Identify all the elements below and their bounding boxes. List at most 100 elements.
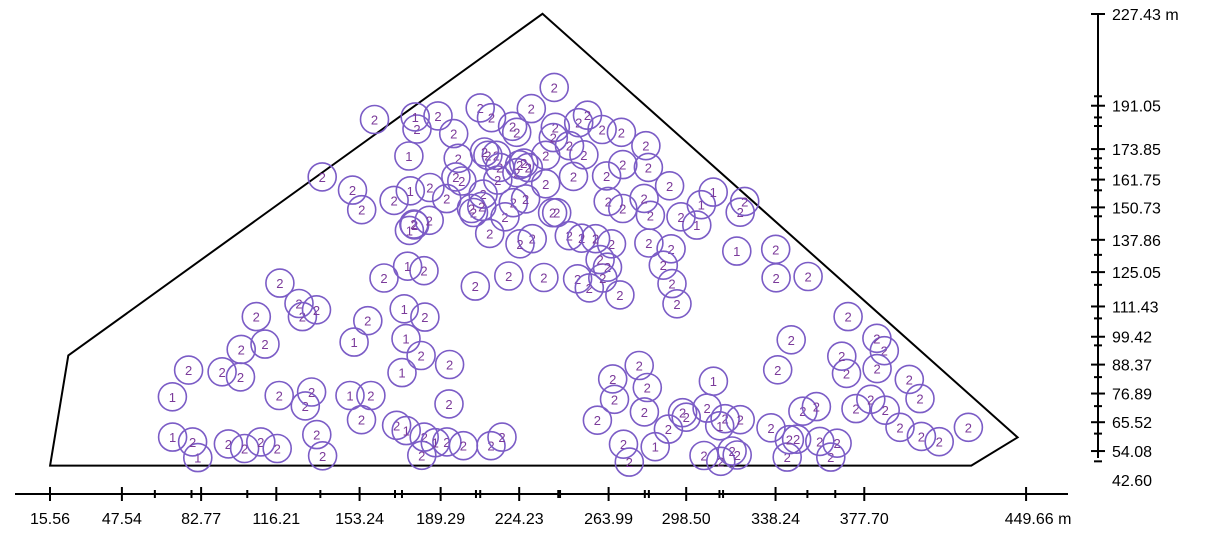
point-marker bbox=[815, 442, 846, 472]
point-label: 2 bbox=[703, 401, 710, 416]
point-label: 2 bbox=[784, 450, 791, 465]
point-marker bbox=[569, 140, 599, 170]
point-label: 2 bbox=[313, 303, 320, 318]
plot-point: 2 bbox=[434, 349, 465, 380]
point-label: 2 bbox=[575, 116, 582, 131]
plot-point: 2 bbox=[423, 101, 453, 131]
plot-point: 2 bbox=[605, 280, 635, 310]
y-tick-label: 76.89 bbox=[1112, 387, 1152, 404]
point-label: 2 bbox=[641, 405, 648, 420]
plot-point: 1 bbox=[420, 427, 451, 458]
plot-point: 2 bbox=[593, 186, 624, 217]
point-marker bbox=[704, 410, 735, 441]
point-marker bbox=[722, 440, 753, 470]
point-marker bbox=[788, 396, 818, 427]
point-marker bbox=[456, 193, 487, 224]
point-label: 2 bbox=[844, 310, 851, 325]
point-marker bbox=[484, 152, 515, 183]
y-tick-label: 191.05 bbox=[1112, 99, 1161, 116]
point-label: 2 bbox=[528, 102, 535, 117]
plot-point: 2 bbox=[558, 161, 589, 192]
point-marker bbox=[894, 364, 925, 395]
point-label: 2 bbox=[299, 310, 306, 325]
point-marker bbox=[173, 355, 204, 385]
point-marker bbox=[487, 422, 517, 452]
point-marker bbox=[671, 402, 702, 433]
plot-point: 2 bbox=[505, 229, 535, 259]
point-label: 2 bbox=[936, 435, 943, 450]
point-marker bbox=[725, 404, 756, 435]
x-tick-label: 449.66 m bbox=[1005, 511, 1072, 528]
plot-point: 2 bbox=[448, 430, 479, 461]
point-marker bbox=[379, 185, 409, 216]
point-marker bbox=[265, 268, 295, 298]
point-marker bbox=[530, 169, 561, 199]
point-label: 2 bbox=[410, 217, 417, 232]
plot-point: 2 bbox=[414, 205, 445, 236]
plot-point: 2 bbox=[631, 130, 661, 161]
point-marker bbox=[597, 364, 628, 394]
point-label: 2 bbox=[488, 111, 495, 126]
point-label: 2 bbox=[843, 366, 850, 381]
plot-point: 2 bbox=[597, 364, 628, 394]
point-label: 1 bbox=[710, 185, 717, 200]
point-label: 2 bbox=[522, 192, 529, 207]
plot-point: 2 bbox=[760, 234, 791, 265]
plot-point: 2 bbox=[402, 114, 432, 144]
plot-point: 2 bbox=[953, 412, 984, 443]
x-tick-label: 263.99 bbox=[584, 511, 633, 528]
point-label: 2 bbox=[421, 430, 428, 445]
point-label: 2 bbox=[772, 242, 779, 257]
point-label: 2 bbox=[276, 276, 283, 291]
point-label: 2 bbox=[665, 422, 672, 437]
plot-point: 2 bbox=[369, 263, 399, 293]
point-label: 2 bbox=[496, 160, 503, 175]
plot-point: 2 bbox=[662, 288, 692, 319]
plot-point: 2 bbox=[541, 197, 572, 228]
plot-point: 2 bbox=[717, 436, 747, 466]
plot-point: 2 bbox=[434, 389, 464, 419]
point-marker bbox=[335, 380, 365, 411]
point-marker bbox=[585, 244, 615, 275]
point-marker bbox=[183, 442, 213, 473]
point-marker bbox=[443, 143, 474, 174]
point-label: 2 bbox=[189, 435, 196, 450]
point-label: 2 bbox=[786, 433, 793, 448]
plot-point: 2 bbox=[761, 262, 791, 293]
plot-point: 2 bbox=[607, 193, 638, 224]
plot-point: 2 bbox=[466, 191, 497, 222]
plot-point: 2 bbox=[497, 111, 528, 142]
point-label: 2 bbox=[358, 413, 365, 428]
point-label: 1 bbox=[403, 424, 410, 439]
point-marker bbox=[656, 234, 686, 264]
point-label: 2 bbox=[472, 279, 479, 294]
x-tick-label: 189.29 bbox=[416, 511, 465, 528]
plot-point: 2 bbox=[530, 169, 561, 199]
plot-point: 2 bbox=[501, 117, 532, 148]
point-label: 2 bbox=[413, 122, 420, 137]
point-marker bbox=[924, 426, 955, 457]
point-marker bbox=[346, 404, 377, 435]
plot-point: 2 bbox=[516, 93, 547, 124]
point-marker bbox=[307, 162, 338, 192]
point-marker bbox=[541, 197, 572, 228]
plot-point: 1 bbox=[389, 293, 420, 324]
point-label: 2 bbox=[728, 444, 735, 459]
plot-point: 2 bbox=[301, 294, 332, 325]
point-label: 2 bbox=[734, 448, 741, 463]
point-marker bbox=[395, 176, 426, 206]
point-label: 2 bbox=[420, 264, 427, 279]
point-label: 2 bbox=[867, 392, 874, 407]
plot-point: 2 bbox=[406, 340, 436, 371]
point-marker bbox=[953, 412, 984, 443]
point-label: 2 bbox=[505, 269, 512, 284]
point-marker bbox=[250, 329, 280, 359]
plot-point: 2 bbox=[654, 171, 685, 201]
plot-point: 2 bbox=[833, 301, 863, 332]
plot-point: 2 bbox=[484, 152, 515, 183]
point-label: 2 bbox=[642, 139, 649, 154]
plot-point: 2 bbox=[207, 356, 237, 387]
point-marker bbox=[474, 218, 505, 249]
plot-point: 2 bbox=[826, 341, 857, 372]
point-marker bbox=[359, 104, 390, 135]
